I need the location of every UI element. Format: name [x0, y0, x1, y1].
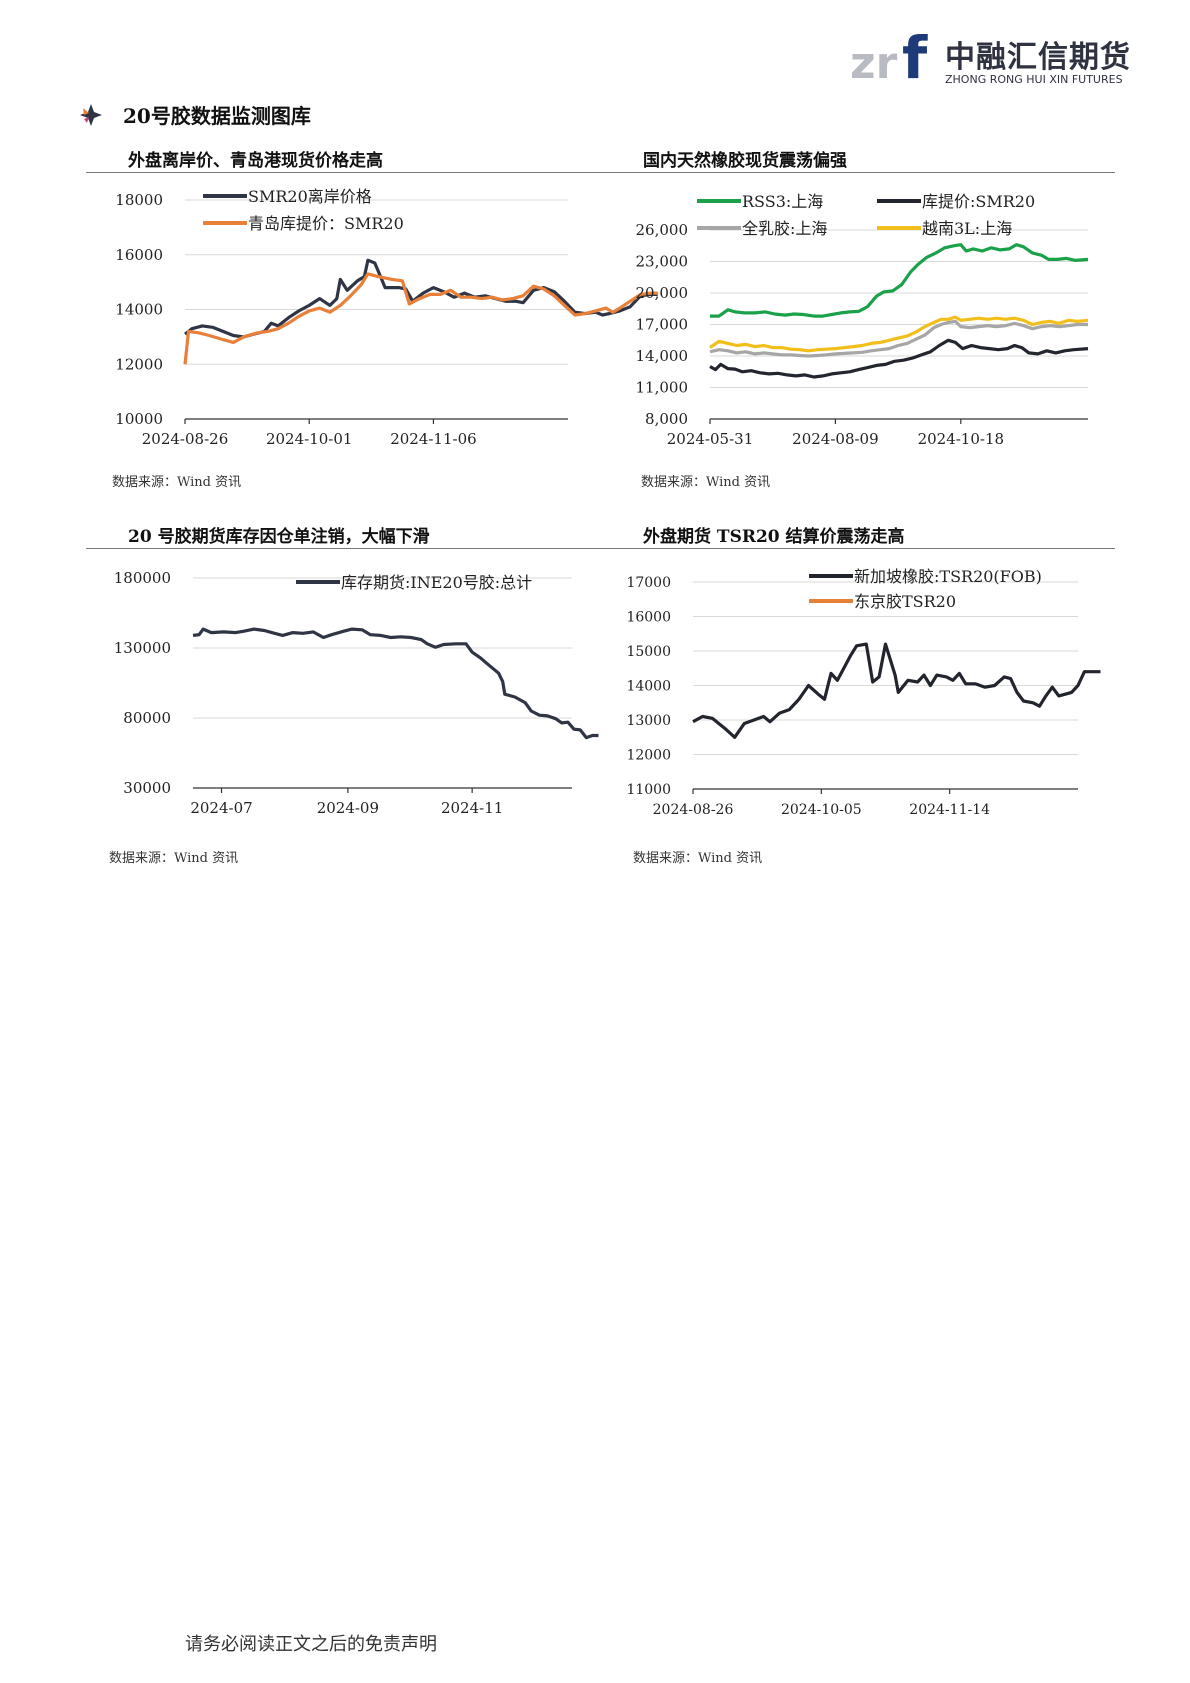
chart-4-ytick-label: 13000	[626, 713, 671, 729]
chart-2-ytick-label: 23,000	[636, 253, 689, 271]
chart-3-series-line	[192, 627, 599, 740]
chart-2-legend-label: 全乳胶:上海	[742, 219, 827, 238]
chart-3-xtick-label: 2024-07	[190, 799, 252, 817]
chart-3-source: 数据来源：Wind 资讯	[109, 851, 239, 866]
chart-4-group: 11000 12000 13000 14000 15000 16000 17000 2024-…	[626, 567, 1101, 818]
chart-2-ytick-label: 26,000	[636, 221, 689, 239]
chart-1-ytick-label: 14000	[115, 301, 163, 319]
company-logo: zr f 中融汇信期货 ZHONG RONG HUI XIN FUTURES	[850, 24, 1131, 92]
chart-2-xtick-label: 2024-05-31	[667, 430, 753, 448]
chart-1-series-line	[183, 272, 658, 365]
chart-2-ytick-label: 11,000	[636, 379, 689, 397]
chart-2-ytick-label: 14,000	[636, 347, 689, 365]
chart-3-title-rule	[86, 548, 598, 549]
chart-3-ytick-label: 30000	[123, 779, 171, 797]
svg-text:f: f	[902, 28, 928, 90]
chart-1-ytick-label: 10000	[115, 410, 163, 428]
chart-2-source: 数据来源：Wind 资讯	[641, 475, 771, 490]
chart-2-title: 国内天然橡胶现货震荡偏强	[643, 151, 847, 171]
chart-4-title-rule	[598, 548, 1115, 549]
chart-2-series-line	[710, 243, 1089, 318]
chart-2-xtick-label: 2024-08-09	[792, 430, 878, 448]
chart-3-title: 20 号胶期货库存因仓单注销，大幅下滑	[128, 527, 430, 547]
chart-4-title: 外盘期货 TSR20 结算价震荡走高	[643, 527, 905, 547]
chart-2-series-line	[709, 319, 1088, 358]
chart-4-ytick-label: 11000	[626, 782, 671, 798]
chart-1-xtick-label: 2024-10-01	[266, 430, 352, 448]
zrf-logo-mark: zr f	[850, 24, 928, 92]
chart-1-title: 外盘离岸价、青岛港现货价格走高	[128, 151, 383, 171]
chart-2-legend-label: RSS3:上海	[742, 192, 823, 211]
chart-4-legend-label: 新加坡橡胶:TSR20(FOB)	[854, 567, 1042, 586]
chart-1-legend-label: SMR20离岸价格	[248, 187, 372, 206]
chart-1-legend-label: 青岛库提价：SMR20	[248, 214, 404, 233]
chart-1-ytick-label: 16000	[115, 246, 163, 264]
chart-4-ytick-label: 14000	[626, 679, 671, 695]
chart-3-legend-label: 库存期货:INE20号胶:总计	[341, 573, 532, 592]
chart-4-xtick-label: 2024-08-26	[653, 802, 734, 818]
chart-1-source: 数据来源：Wind 资讯	[112, 475, 242, 490]
chart-3-ytick-label: 180000	[114, 569, 171, 587]
chart-4-ytick-label: 17000	[626, 575, 671, 591]
section-title: 20号胶数据监测图库	[123, 104, 311, 128]
chart-2-ytick-label: 17,000	[636, 316, 689, 334]
chart-2-legend-label: 库提价:SMR20	[922, 192, 1035, 211]
chart-2-ytick-label: 8,000	[645, 410, 688, 428]
chart-4-source: 数据来源：Wind 资讯	[633, 851, 763, 866]
chart-4-xtick-label: 2024-10-05	[781, 802, 862, 818]
chart-1-ytick-label: 18000	[115, 191, 163, 209]
chart-4-ytick-label: 15000	[626, 644, 671, 660]
chart-1-xtick-label: 2024-11-06	[390, 430, 476, 448]
chart-3-xtick-label: 2024-09	[317, 799, 379, 817]
chart-4-ytick-label: 16000	[626, 610, 671, 626]
chart-3-ytick-label: 130000	[114, 639, 171, 657]
chart-3-group: 30000 80000 130000 180000 2024-07 2024-09 2024…	[114, 569, 599, 817]
chart-3-xtick-label: 2024-11	[441, 799, 503, 817]
chart-4-ytick-label: 12000	[626, 748, 671, 764]
chart-2-ytick-label: 20,000	[636, 284, 689, 302]
chart-1-group: 10000 12000 14000 16000 18000 2024-08-26 2024-…	[115, 187, 658, 448]
chart-2-legend-label: 越南3L:上海	[922, 219, 1012, 238]
chart-2-xtick-label: 2024-10-18	[918, 430, 1004, 448]
chart-4-series-line	[692, 642, 1101, 739]
chart-2-series-line	[709, 315, 1089, 353]
chart-2-title-rule	[598, 172, 1115, 173]
logo-name-en: ZHONG RONG HUI XIN FUTURES	[945, 73, 1123, 86]
chart-4-xtick-label: 2024-11-14	[909, 802, 990, 818]
disclaimer-text: 请务必阅读正文之后的免责声明	[185, 1634, 437, 1655]
chart-2-series-line	[709, 338, 1089, 379]
chart-1-ytick-label: 12000	[115, 355, 163, 373]
chart-2-group: 8,000 11,000 14,000 17,000 20,000 23,000 26,00…	[636, 192, 1089, 448]
chart-1-xtick-label: 2024-08-26	[142, 430, 228, 448]
svg-text:zr: zr	[850, 38, 898, 89]
chart-4-legend-label: 东京胶TSR20	[854, 592, 956, 611]
diamond-cross-icon	[80, 104, 102, 126]
logo-name-cn: 中融汇信期货	[945, 40, 1131, 75]
chart-3-ytick-label: 80000	[123, 709, 171, 727]
chart-1-title-rule	[86, 172, 598, 173]
